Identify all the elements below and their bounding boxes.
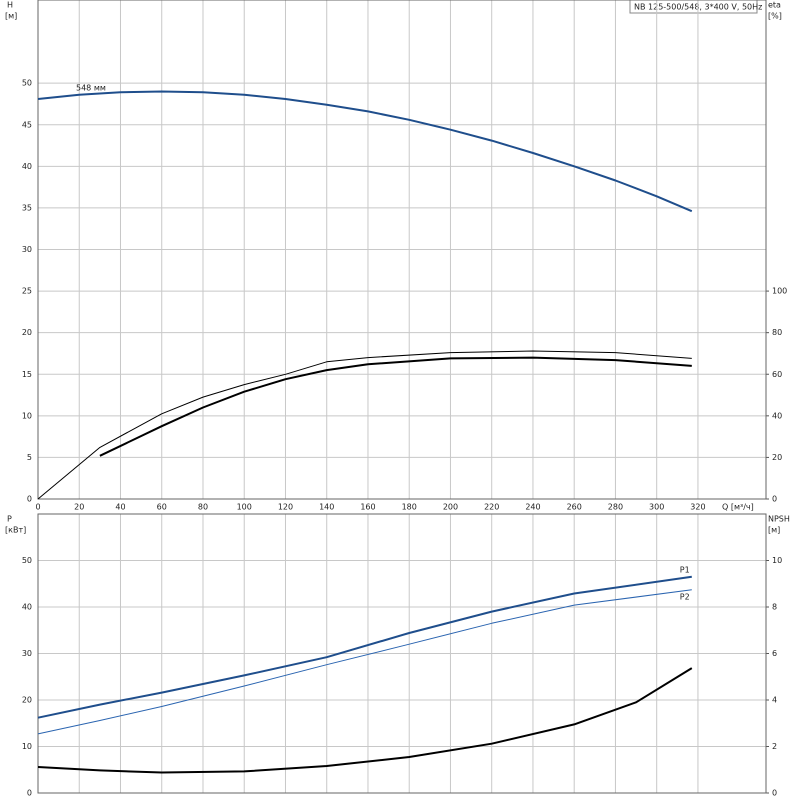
y-axis-label: P bbox=[7, 515, 12, 524]
x-tick-label: 200 bbox=[443, 503, 458, 512]
x-tick-label: 120 bbox=[278, 503, 293, 512]
curve-label: P2 bbox=[680, 592, 690, 601]
y2-axis-label: NPSH bbox=[768, 515, 790, 524]
y2-axis-unit: [м] bbox=[768, 526, 780, 535]
y2-tick-label: 4 bbox=[772, 696, 777, 705]
y2-tick-label: 8 bbox=[772, 603, 777, 612]
x-tick-label: 280 bbox=[608, 503, 623, 512]
curve bbox=[37, 90, 693, 213]
y-axis-label: H bbox=[7, 1, 13, 10]
y2-tick-label: 100 bbox=[772, 287, 787, 296]
x-tick-label: 140 bbox=[319, 503, 334, 512]
x-tick-label: 60 bbox=[157, 503, 167, 512]
x-tick-label: 180 bbox=[402, 503, 417, 512]
y-tick-label: 0 bbox=[27, 789, 32, 798]
y-tick-label: 40 bbox=[22, 603, 32, 612]
y-tick-label: 50 bbox=[22, 556, 32, 565]
plot-frame bbox=[37, 513, 767, 794]
y-axis-unit: [кВт] bbox=[5, 526, 26, 535]
plot-frame bbox=[37, 0, 767, 500]
y-tick-label: 45 bbox=[22, 120, 32, 129]
y2-tick-label: 0 bbox=[772, 789, 777, 798]
y2-tick-label: 40 bbox=[772, 411, 782, 420]
curve bbox=[37, 575, 692, 719]
y2-axis-label: eta bbox=[768, 1, 781, 10]
curve-label: P1 bbox=[680, 565, 690, 574]
y-tick-label: 50 bbox=[22, 79, 32, 88]
x-tick-label: 100 bbox=[237, 503, 252, 512]
x-axis-label: Q [м³/ч] bbox=[722, 503, 754, 512]
y-axis-unit: [м] bbox=[5, 12, 17, 21]
y-tick-label: 15 bbox=[22, 370, 32, 379]
x-tick-label: 320 bbox=[690, 503, 705, 512]
y2-tick-label: 0 bbox=[772, 495, 777, 504]
x-tick-label: 80 bbox=[198, 503, 208, 512]
y-tick-label: 10 bbox=[22, 411, 32, 420]
y-tick-label: 20 bbox=[22, 696, 32, 705]
x-tick-label: 20 bbox=[74, 503, 84, 512]
y-tick-label: 40 bbox=[22, 162, 32, 171]
x-tick-label: 240 bbox=[525, 503, 540, 512]
y-tick-label: 0 bbox=[27, 495, 32, 504]
y-tick-label: 25 bbox=[22, 287, 32, 296]
y-tick-label: 10 bbox=[22, 742, 32, 751]
curve bbox=[37, 589, 692, 735]
y-tick-label: 30 bbox=[22, 245, 32, 254]
x-tick-label: 0 bbox=[35, 503, 40, 512]
y-tick-label: 30 bbox=[22, 649, 32, 658]
x-tick-label: 260 bbox=[567, 503, 582, 512]
y2-axis-unit: [%] bbox=[768, 12, 782, 21]
y-tick-label: 5 bbox=[27, 453, 32, 462]
y2-tick-label: 60 bbox=[772, 370, 782, 379]
x-tick-label: 220 bbox=[484, 503, 499, 512]
curve bbox=[37, 350, 692, 500]
x-tick-label: 160 bbox=[360, 503, 375, 512]
y-tick-label: 20 bbox=[22, 328, 32, 337]
title-box bbox=[629, 0, 758, 14]
y2-tick-label: 80 bbox=[772, 328, 782, 337]
y-tick-label: 35 bbox=[22, 203, 32, 212]
x-tick-label: 300 bbox=[649, 503, 664, 512]
y2-tick-label: 20 bbox=[772, 453, 782, 462]
y2-tick-label: 2 bbox=[772, 742, 777, 751]
curve-label: 548 мм bbox=[76, 84, 106, 93]
x-tick-label: 40 bbox=[115, 503, 125, 512]
y2-tick-label: 6 bbox=[772, 649, 777, 658]
y2-tick-label: 10 bbox=[772, 556, 782, 565]
curve bbox=[99, 356, 692, 457]
curve bbox=[37, 667, 693, 774]
